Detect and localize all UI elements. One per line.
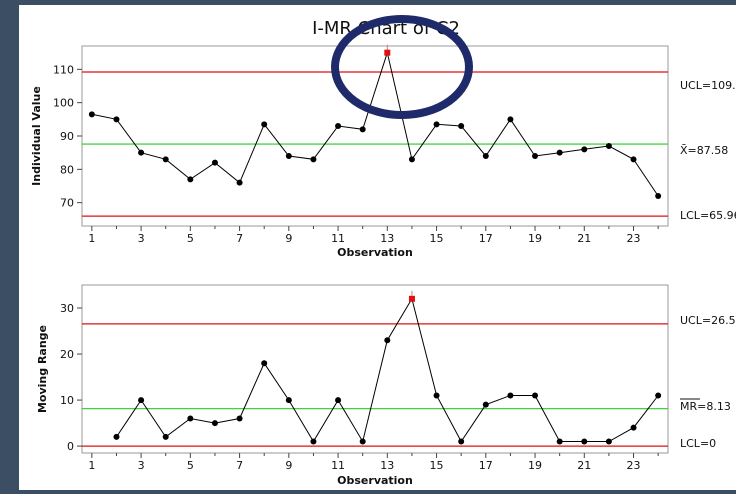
individuals-data-point <box>211 159 218 166</box>
moving-range-ytick-label: 0 <box>67 440 74 453</box>
individuals-data-point <box>605 143 612 149</box>
individuals-xtick-label: 3 <box>138 232 145 245</box>
moving-range-xtick-label: 23 <box>627 459 641 472</box>
moving-range-xtick-label: 19 <box>528 459 542 472</box>
moving-range-data-point <box>655 392 662 399</box>
moving-range-xtick-label: 13 <box>380 459 394 472</box>
moving-range-ytick-label: 30 <box>60 302 74 315</box>
moving-range-ylabel: Moving Range <box>36 325 49 413</box>
moving-range-data-point <box>532 392 539 399</box>
moving-range-out-of-control-point <box>408 295 415 302</box>
moving-range-data-point <box>211 420 218 427</box>
individuals-data-point <box>507 116 514 123</box>
moving-range-frame <box>81 284 669 454</box>
moving-range-data-point <box>605 438 612 445</box>
individuals-ytick-label: 110 <box>53 63 74 76</box>
individuals-ytick-label: 70 <box>60 197 74 210</box>
individuals-data-point <box>285 153 292 159</box>
individuals-xtick-label: 15 <box>430 232 444 245</box>
individuals-data-point <box>532 153 539 159</box>
individuals-ytick-label: 80 <box>60 163 74 176</box>
moving-range-data-point <box>507 392 514 399</box>
individuals-data-point <box>335 123 342 129</box>
individuals-data-point <box>581 146 588 153</box>
moving-range-xlabel: Observation <box>337 474 413 487</box>
moving-range-data-point <box>236 415 243 422</box>
moving-range-data-point <box>630 424 637 431</box>
moving-range-xtick-label: 11 <box>331 459 345 472</box>
individuals-data-point <box>408 156 415 163</box>
moving-range-xtick-label: 3 <box>138 459 145 472</box>
moving-range-xtick-label: 15 <box>430 459 444 472</box>
moving-range-data-point <box>458 438 465 445</box>
individuals-data-point <box>138 149 145 156</box>
individuals-ytick-label: 100 <box>53 97 74 110</box>
individuals-xtick-label: 19 <box>528 232 542 245</box>
individuals-ytick-label: 90 <box>60 130 74 143</box>
individuals-ucl-label: UCL=109.2 <box>680 79 736 92</box>
moving-range-xtick-label: 21 <box>577 459 591 472</box>
moving-range-xtick-label: 9 <box>285 459 292 472</box>
moving-range-data-point <box>261 360 268 367</box>
moving-range-data-point <box>335 397 342 404</box>
moving-range-xtick-label: 7 <box>236 459 243 472</box>
individuals-data-point <box>655 193 662 199</box>
individuals-ylabel: Individual Value <box>30 86 43 186</box>
individuals-xtick-label: 7 <box>236 232 243 245</box>
individuals-data-point <box>113 116 120 123</box>
moving-range-ytick-label: 20 <box>60 348 74 361</box>
individuals-xtick-label: 9 <box>285 232 292 245</box>
individuals-xtick-label: 5 <box>187 232 194 245</box>
individuals-panel: Individual Value Observation UCL=109.2 X… <box>30 44 736 259</box>
moving-range-data-point <box>359 438 366 445</box>
individuals-data-point <box>88 111 95 118</box>
individuals-data-point <box>630 156 637 163</box>
individuals-data-point <box>458 123 465 129</box>
moving-range-xtick-label: 17 <box>479 459 493 472</box>
moving-range-data-point <box>433 392 440 399</box>
moving-range-center-label: MR=8.13 <box>680 400 731 413</box>
moving-range-lcl-label: LCL=0 <box>680 437 716 450</box>
moving-range-data-point <box>113 433 120 440</box>
moving-range-data-point <box>187 415 194 422</box>
individuals-xtick-label: 1 <box>88 232 95 245</box>
moving-range-ucl-label: UCL=26.56 <box>680 314 736 327</box>
moving-range-panel: Moving Range Observation UCL=26.56 MR=8.… <box>36 284 736 487</box>
individuals-data-point <box>556 149 563 156</box>
individuals-series-line <box>91 50 659 197</box>
individuals-center-label: X̄=87.58 <box>680 144 728 157</box>
individuals-lcl-label: LCL=65.96 <box>680 209 736 222</box>
individuals-data-point <box>359 126 366 133</box>
individuals-xtick-label: 21 <box>577 232 591 245</box>
moving-range-data-point <box>138 397 145 404</box>
highlight-ellipse-annotation <box>331 15 473 119</box>
individuals-data-point <box>236 179 243 186</box>
individuals-xlabel: Observation <box>337 246 413 259</box>
moving-range-xtick-label: 5 <box>187 459 194 472</box>
individuals-data-point <box>261 121 268 128</box>
moving-range-data-point <box>162 433 169 440</box>
moving-range-xtick-label: 1 <box>88 459 95 472</box>
moving-range-data-point <box>310 438 317 445</box>
individuals-data-point <box>162 156 169 163</box>
individuals-xtick-label: 13 <box>380 232 394 245</box>
individuals-data-point <box>310 156 317 163</box>
moving-range-data-point <box>581 438 588 445</box>
moving-range-data-point <box>482 401 489 408</box>
moving-range-data-point <box>556 438 563 445</box>
individuals-xtick-label: 23 <box>627 232 641 245</box>
individuals-out-of-control-point <box>384 49 391 56</box>
individuals-xtick-label: 11 <box>331 232 345 245</box>
individuals-data-point <box>482 153 489 159</box>
individuals-xtick-label: 17 <box>479 232 493 245</box>
individuals-data-point <box>187 176 194 183</box>
moving-range-data-point <box>384 337 391 344</box>
moving-range-ytick-label: 10 <box>60 394 74 407</box>
individuals-data-point <box>433 121 440 128</box>
moving-range-data-point <box>285 397 292 404</box>
